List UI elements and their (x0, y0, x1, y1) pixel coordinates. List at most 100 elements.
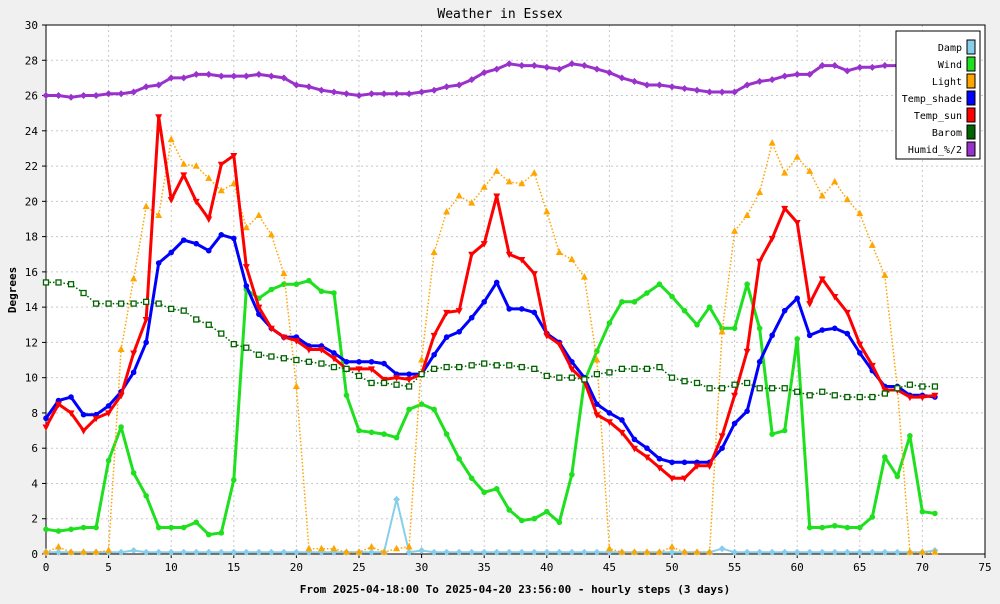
wind-point (619, 299, 625, 305)
temp-sun-point (267, 325, 275, 333)
light-point (155, 211, 163, 218)
humid-2-point (681, 84, 689, 92)
humid-2-point (555, 65, 563, 73)
light-point (681, 548, 689, 555)
light-point (217, 186, 225, 194)
wind-point (544, 508, 550, 515)
light-point (781, 169, 789, 176)
humid-2-point (818, 62, 826, 70)
light-point (843, 195, 851, 203)
humid-2-point (505, 60, 513, 68)
wind-point (631, 299, 638, 305)
x-tick-label: 25 (352, 561, 365, 574)
temp-shade-point (594, 401, 600, 407)
wind-point (306, 277, 312, 284)
temp-sun-point (92, 415, 100, 423)
series-light (42, 135, 939, 555)
barom-point (418, 370, 425, 378)
humid-2-point (706, 88, 714, 96)
temp-sun-point (430, 332, 438, 340)
temp-sun-point (493, 193, 501, 201)
temp-shade-point (218, 232, 225, 238)
wind-point (669, 293, 675, 300)
temp-sun-point (55, 401, 63, 409)
damp-point (368, 548, 376, 556)
wind-point (894, 473, 901, 480)
damp-point (580, 548, 588, 556)
wind-point (406, 406, 412, 413)
light-point (55, 542, 63, 550)
light-point (255, 211, 263, 218)
temp-shade-point (731, 420, 738, 427)
legend-swatch-barom (966, 124, 976, 140)
damp-point (555, 548, 563, 556)
barom-point (756, 385, 763, 392)
y-tick-label: 12 (25, 336, 38, 349)
humid-2-point (731, 88, 739, 96)
wind-point (493, 485, 500, 492)
wind-point (481, 489, 488, 496)
series-temp-sun (42, 114, 939, 483)
barom-point (55, 279, 62, 286)
barom-point (481, 360, 488, 367)
humid-2-point (55, 92, 63, 100)
wind-point (806, 524, 813, 531)
wind-point (781, 427, 788, 434)
barom-point (405, 383, 413, 390)
damp-point (856, 548, 864, 556)
chart-title: Weather in Essex (437, 7, 562, 22)
wind-point (356, 427, 362, 434)
humid-2-point (292, 81, 300, 89)
humid-2-point (380, 90, 388, 98)
temp-sun-point (605, 419, 613, 426)
wind-point (756, 325, 763, 332)
temp-sun-point (393, 375, 401, 382)
legend-label-damp: Damp (938, 43, 962, 54)
wind-point (155, 524, 162, 531)
light-point (142, 202, 150, 210)
damp-point (55, 548, 63, 556)
wind-point (907, 433, 913, 439)
light-point (618, 548, 626, 555)
humid-2-point (330, 88, 338, 96)
wind-point (293, 281, 300, 288)
temp-shade-point (43, 415, 49, 422)
barom-point (443, 363, 450, 371)
temp-shade-point (143, 339, 149, 346)
humid-2-point (393, 90, 401, 98)
damp-point (731, 548, 739, 556)
light-point (167, 135, 175, 143)
barom-point (355, 372, 363, 380)
barom-point (493, 362, 500, 369)
light-point (668, 542, 676, 550)
y-axis-label: Degrees (6, 267, 19, 313)
barom-point (593, 370, 601, 378)
barom-point (330, 363, 338, 371)
temp-shade-point (669, 459, 675, 466)
wind-point (706, 304, 713, 310)
barom-point (769, 385, 776, 392)
temp-shade-point (606, 410, 613, 416)
damp-point (468, 548, 476, 556)
temp-sun-point (756, 258, 764, 266)
humid-2-point (167, 74, 175, 82)
damp-point (393, 495, 401, 503)
damp-point (205, 548, 213, 556)
wind-point (105, 457, 112, 464)
temp-shade-point (105, 403, 112, 409)
y-tick-label: 20 (25, 195, 38, 208)
damp-point (505, 548, 513, 556)
barom-point (906, 381, 914, 388)
humid-2-point (405, 90, 413, 98)
temp-sun-point (130, 350, 138, 357)
temp-sun-point (618, 429, 626, 437)
humid-2-point (530, 62, 538, 70)
temp-sun-point (743, 348, 751, 356)
temp-sun-point (918, 394, 926, 402)
light-point (931, 548, 939, 555)
temp-shade-point (456, 329, 462, 335)
temp-sun-point (292, 338, 300, 345)
temp-shade-point (381, 360, 387, 367)
temp-sun-point (555, 341, 563, 349)
humid-2-point (580, 62, 588, 70)
